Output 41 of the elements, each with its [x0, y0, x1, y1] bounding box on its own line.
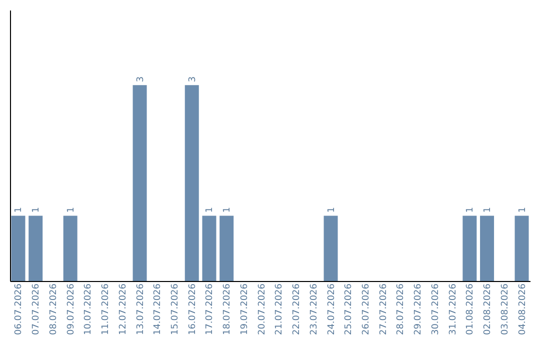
x-tick-label: 12.07.2026 — [118, 283, 128, 336]
x-tick-label: 19.07.2026 — [240, 283, 250, 336]
data-label: 1 — [14, 206, 24, 213]
x-tick-label: 01.08.2026 — [466, 283, 476, 336]
x-tick-label: 07.07.2026 — [32, 283, 42, 336]
x-tick-label: 30.07.2026 — [430, 283, 441, 336]
x-tick-label: 17.07.2026 — [205, 283, 216, 336]
data-label: 1 — [66, 206, 76, 213]
x-tick-label: 02.08.2026 — [483, 283, 494, 336]
x-tick-label: 13.07.2026 — [136, 283, 146, 336]
data-label: 1 — [222, 206, 233, 213]
x-tick-label: 23.07.2026 — [309, 283, 320, 336]
data-label: 1 — [518, 206, 528, 213]
x-tick-label: 20.07.2026 — [257, 283, 268, 336]
data-label: 1 — [326, 206, 337, 213]
x-tick-label: 14.07.2026 — [153, 283, 164, 336]
data-label: 3 — [136, 76, 146, 82]
data-label: 1 — [466, 206, 476, 213]
x-tick-label: 21.07.2026 — [274, 283, 285, 336]
x-tick-label: 24.07.2026 — [326, 283, 337, 336]
x-tick-label: 29.07.2026 — [414, 283, 424, 336]
data-label: 3 — [188, 76, 198, 82]
x-tick-label: 11.07.2026 — [101, 283, 112, 336]
x-tick-label: 18.07.2026 — [222, 283, 233, 336]
x-tick-label: 16.07.2026 — [188, 283, 198, 336]
data-label: 1 — [32, 206, 42, 213]
x-tick-label: 08.07.2026 — [48, 283, 59, 336]
x-tick-label: 06.07.2026 — [14, 283, 24, 336]
x-tick-label: 28.07.2026 — [396, 283, 406, 336]
x-tick-label: 10.07.2026 — [84, 283, 94, 336]
x-tick-label: 09.07.2026 — [66, 283, 76, 336]
x-tick-label: 04.08.2026 — [518, 283, 528, 336]
x-tick-label: 27.07.2026 — [378, 283, 389, 336]
x-tick-label: 22.07.2026 — [292, 283, 302, 336]
x-tick-label: 15.07.2026 — [170, 283, 181, 336]
x-tick-label: 03.08.2026 — [500, 283, 510, 336]
x-tick-label: 26.07.2026 — [361, 283, 372, 336]
data-label: 1 — [483, 206, 494, 213]
data-label: 1 — [205, 206, 216, 213]
x-tick-label: 31.07.2026 — [448, 283, 458, 336]
x-tick-label: 25.07.2026 — [344, 283, 354, 336]
